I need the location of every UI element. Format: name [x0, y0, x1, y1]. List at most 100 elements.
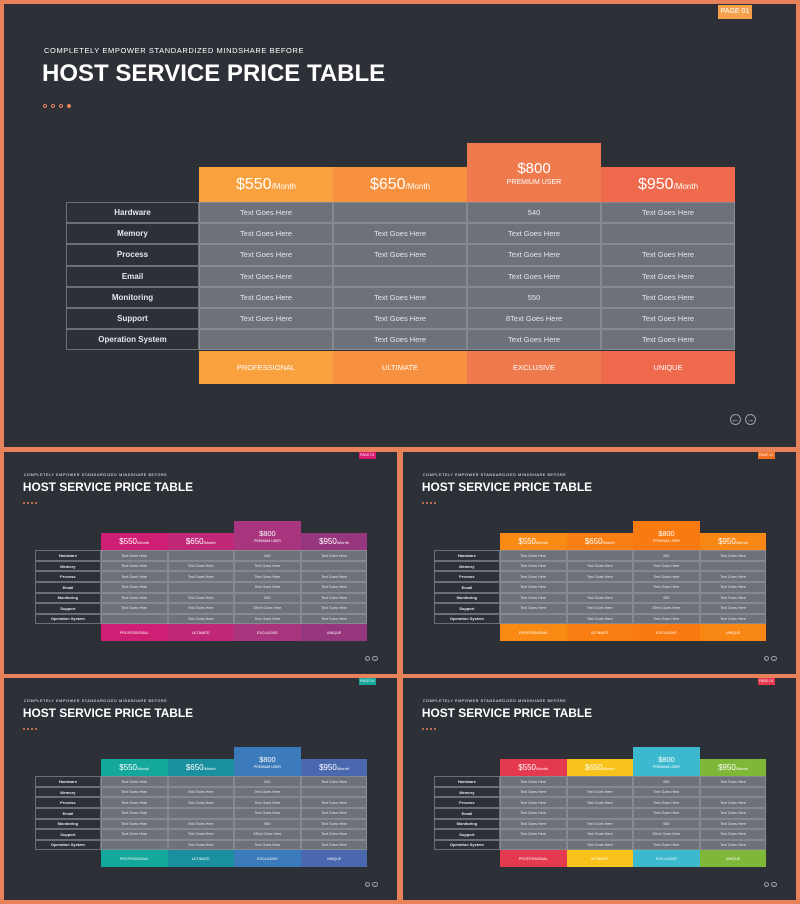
progress-dots — [43, 104, 75, 108]
price-header-1: $650/Month — [566, 533, 634, 551]
price-amount: $650 — [369, 175, 406, 193]
plan-footer-button-0[interactable]: PROFESSIONAL — [499, 850, 567, 867]
price-header-3: $950/Month — [699, 759, 767, 777]
row-label: Process — [66, 244, 199, 266]
table-cell: Text Goes Here — [234, 797, 301, 808]
next-arrow-icon[interactable]: → — [771, 655, 777, 662]
plan-footer-button-2[interactable]: EXCLUSIVE — [234, 624, 301, 641]
row-label: Email — [34, 808, 101, 819]
prev-arrow-icon[interactable]: ← — [763, 655, 770, 662]
prev-arrow-icon[interactable]: ← — [364, 655, 371, 662]
table-cell: Text Goes Here — [300, 797, 368, 808]
next-arrow-icon[interactable]: → — [372, 881, 378, 888]
price-amount: $950 — [718, 537, 736, 547]
table-cell: Text Goes Here — [601, 244, 735, 266]
table-cell — [699, 560, 767, 572]
price-header-0: $550/Month — [499, 533, 567, 551]
table-cell: Text Goes Here — [566, 560, 634, 572]
next-arrow-icon[interactable]: → — [372, 655, 378, 662]
plan-footer-button-3[interactable]: UNIQUE — [300, 624, 368, 641]
price-header-2: $800 PREMIUM USER — [234, 747, 301, 777]
plan-footer-button-0[interactable]: PROFESSIONAL — [199, 351, 333, 384]
row-label: Hardware — [34, 776, 101, 787]
plan-footer-button-1[interactable]: ULTIMATE — [167, 850, 235, 867]
table-cell: Text Goes Here — [100, 592, 168, 604]
table-cell: Text Goes Here — [300, 603, 368, 614]
plan-footer-button-1[interactable]: ULTIMATE — [167, 624, 235, 641]
prev-arrow-icon[interactable]: ← — [364, 881, 371, 888]
plan-footer-button-0[interactable]: PROFESSIONAL — [100, 624, 168, 641]
table-cell: Text Goes Here — [199, 308, 333, 330]
plan-footer-button-2[interactable]: EXCLUSIVE — [467, 351, 601, 384]
table-cell: Text Goes Here — [633, 582, 700, 593]
table-cell: Text Goes Here — [100, 776, 168, 787]
table-cell: Text Goes Here — [499, 786, 567, 798]
progress-dot — [430, 501, 433, 504]
plan-footer-button-0[interactable]: PROFESSIONAL — [100, 850, 168, 867]
table-cell: Text Goes Here — [100, 582, 168, 593]
row-label: Hardware — [66, 202, 199, 224]
row-label: Monitoring — [66, 286, 199, 308]
plan-footer-button-3[interactable]: UNIQUE — [699, 850, 767, 867]
plan-footer-button-2[interactable]: EXCLUSIVE — [234, 850, 301, 867]
next-arrow-icon[interactable]: → — [745, 414, 756, 425]
progress-dot — [422, 727, 425, 730]
row-label: Support — [433, 603, 500, 614]
plan-footer-button-2[interactable]: EXCLUSIVE — [633, 624, 700, 641]
table-cell: 550 — [633, 818, 700, 830]
slide-nav: ← → — [763, 655, 777, 662]
next-arrow-icon[interactable]: → — [771, 881, 777, 888]
table-cell: Text Goes Here — [199, 223, 333, 245]
price-period: /Month — [735, 766, 748, 772]
progress-dot — [59, 104, 63, 108]
plan-footer-button-1[interactable]: ULTIMATE — [566, 624, 634, 641]
table-cell: 540 — [633, 776, 700, 787]
table-cell: Text Goes Here — [566, 839, 634, 851]
price-period: /Month — [271, 181, 297, 191]
prev-arrow-icon[interactable]: ← — [763, 881, 770, 888]
price-period: /Month — [336, 540, 349, 546]
price-header-0: $550/Month — [499, 759, 567, 777]
table-cell: 8Text Goes Here — [234, 603, 301, 614]
price-period: /Month — [535, 540, 549, 546]
table-cell: Text Goes Here — [601, 286, 735, 308]
table-cell: Text Goes Here — [633, 613, 700, 625]
slide-nav: ← → — [730, 414, 756, 425]
table-cell — [566, 776, 634, 787]
table-cell: Text Goes Here — [467, 265, 601, 287]
plan-footer-button-3[interactable]: UNIQUE — [601, 351, 735, 384]
row-label: Memory — [433, 786, 500, 798]
price-line: $950/Month — [319, 763, 349, 772]
plan-footer-button-2[interactable]: EXCLUSIVE — [633, 850, 700, 867]
subtitle: COMPLETELY EMPOWER STANDARDIZED MINDSHAR… — [422, 698, 567, 703]
row-label: Operation System — [433, 613, 500, 625]
progress-dots — [23, 501, 39, 504]
plan-footer-button-0[interactable]: PROFESSIONAL — [499, 624, 567, 641]
progress-dots — [422, 727, 438, 730]
progress-dot — [31, 501, 34, 504]
price-period: /Month — [735, 540, 748, 546]
table-cell: Text Goes Here — [300, 808, 368, 819]
prev-arrow-icon[interactable]: ← — [730, 414, 741, 425]
price-header-2: $800 PREMIUM USER — [633, 521, 700, 551]
plan-footer-button-3[interactable]: UNIQUE — [300, 850, 368, 867]
page-title: HOST SERVICE PRICE TABLE — [421, 479, 593, 494]
row-label: Support — [34, 603, 101, 614]
price-period: /Month — [405, 181, 431, 191]
plan-footer-button-1[interactable]: ULTIMATE — [333, 351, 467, 384]
plan-footer-button-1[interactable]: ULTIMATE — [566, 850, 634, 867]
table-cell: Text Goes Here — [167, 797, 235, 808]
table-cell: 8Text Goes Here — [467, 308, 601, 330]
price-line: $550/Month — [518, 537, 548, 546]
price-amount: $950 — [319, 537, 337, 547]
table-cell: Text Goes Here — [699, 776, 767, 787]
plan-footer-button-3[interactable]: UNIQUE — [699, 624, 767, 641]
price-amount: $950 — [319, 763, 337, 773]
table-cell — [333, 202, 467, 224]
table-cell: Text Goes Here — [300, 829, 368, 840]
progress-dot — [422, 501, 425, 504]
price-header-0: $550/Month — [100, 759, 168, 777]
price-header-1: $650/Month — [333, 167, 467, 202]
table-cell: Text Goes Here — [499, 829, 567, 840]
table-cell: Text Goes Here — [100, 786, 168, 798]
